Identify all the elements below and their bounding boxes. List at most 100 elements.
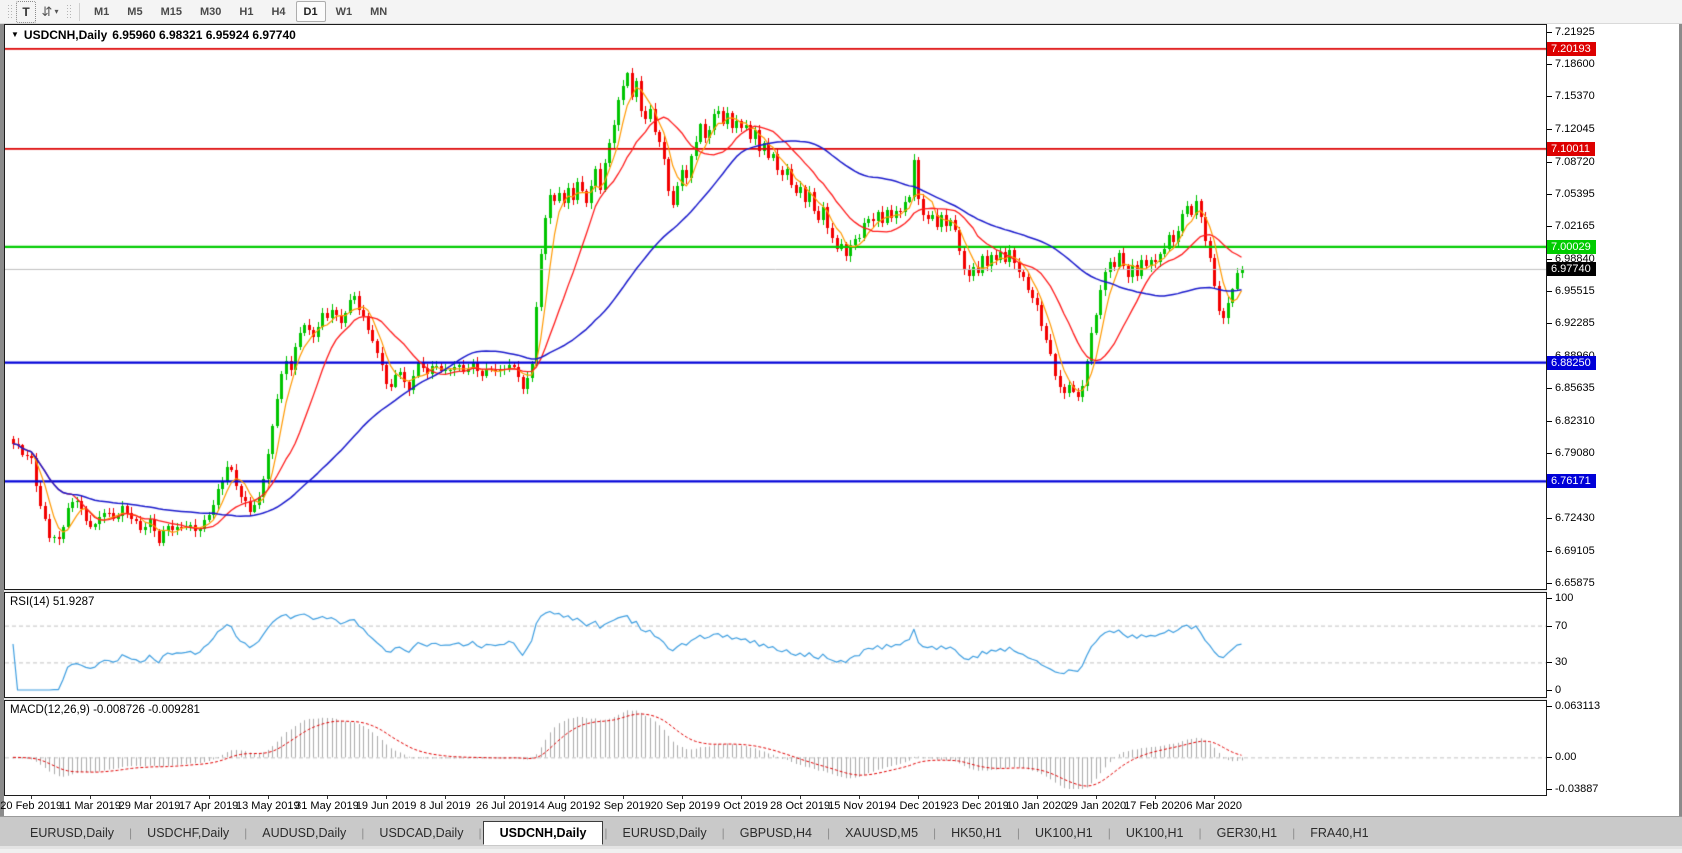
timeframe-button-group: M1 M5 M15 M30 H1 H4 D1 W1 MN bbox=[85, 1, 396, 22]
price-axis-label: 7.15370 bbox=[1555, 90, 1595, 103]
cycle-arrows-icon: ⇵ bbox=[41, 4, 53, 19]
time-axis-tick bbox=[267, 796, 269, 799]
price-axis-tick bbox=[1547, 323, 1552, 324]
rsi-label: RSI(14) 51.9287 bbox=[10, 596, 95, 608]
time-axis-tick bbox=[445, 796, 447, 799]
macd-label: MACD(12,26,9) -0.008726 -0.009281 bbox=[10, 704, 200, 716]
price-axis-tick bbox=[1547, 162, 1552, 163]
price-axis-label: 0.00 bbox=[1555, 751, 1577, 764]
price-axis-label: 6.79080 bbox=[1555, 446, 1595, 459]
time-axis-tick bbox=[326, 796, 328, 799]
chart-tab-uk100-h1[interactable]: UK100,H1 bbox=[1125, 826, 1184, 840]
time-axis-tick bbox=[1095, 796, 1097, 799]
chart-tab-eurusd-daily[interactable]: EURUSD,Daily bbox=[30, 826, 115, 840]
price-axis-tick bbox=[1547, 453, 1552, 454]
price-axis-tick bbox=[1547, 598, 1552, 599]
chart-tab-usdcnh-daily[interactable]: USDCNH,Daily bbox=[482, 821, 604, 845]
rsi-chart-canvas[interactable] bbox=[5, 593, 1546, 697]
time-axis-tick bbox=[741, 796, 742, 799]
chart-tab-eurusd-daily[interactable]: EURUSD,Daily bbox=[622, 826, 707, 840]
macd-chart-canvas[interactable] bbox=[5, 701, 1546, 795]
timeframe-button-m15[interactable]: M15 bbox=[160, 5, 182, 18]
chart-tab-hk50-h1[interactable]: HK50,H1 bbox=[951, 826, 1002, 840]
time-axis-tick bbox=[386, 796, 388, 799]
chart-tab-ger30-h1[interactable]: GER30,H1 bbox=[1216, 826, 1278, 840]
price-axis-label: 100 bbox=[1555, 592, 1574, 604]
price-axis-label: 70 bbox=[1555, 619, 1568, 632]
toolbar-grip[interactable] bbox=[7, 3, 12, 20]
time-axis-label: 15 Nov 2019 bbox=[828, 800, 891, 812]
chart-tab-fra40-h1[interactable]: FRA40,H1 bbox=[1310, 826, 1369, 840]
time-axis-tick bbox=[149, 796, 151, 799]
timeframe-button-mn[interactable]: MN bbox=[370, 5, 388, 18]
price-axis-tick bbox=[1547, 551, 1552, 552]
price-axis-tick bbox=[1547, 662, 1552, 663]
price-axis-tick bbox=[1547, 226, 1552, 227]
time-axis-label: 8 Jul 2019 bbox=[419, 800, 471, 812]
price-axis-tick bbox=[1547, 96, 1552, 97]
rsi-pane[interactable]: RSI(14) 51.9287 bbox=[4, 592, 1547, 698]
price-axis-label: 7.18600 bbox=[1555, 58, 1595, 71]
price-axis-label: 6.72430 bbox=[1555, 512, 1595, 525]
time-axis-label: 20 Sep 2019 bbox=[650, 800, 714, 812]
tab-separator: | bbox=[361, 826, 365, 840]
candlestick-chart-canvas[interactable] bbox=[5, 25, 1546, 589]
price-axis-tick bbox=[1547, 706, 1552, 707]
chart-tab-uk100-h1[interactable]: UK100,H1 bbox=[1035, 826, 1093, 840]
cycle-arrows-button[interactable]: ⇵ ▾ bbox=[38, 1, 62, 23]
chart-workspace: ▼ USDCNH,Daily 6.95960 6.98321 6.95924 6… bbox=[0, 24, 1682, 816]
price-axis-tick bbox=[1547, 291, 1552, 292]
toolbar-grip[interactable] bbox=[66, 3, 71, 20]
time-axis-tick bbox=[859, 796, 861, 799]
timeframe-button-m1[interactable]: M1 bbox=[94, 5, 110, 18]
tab-separator: | bbox=[478, 826, 482, 840]
hline-price-badge: 7.10011 bbox=[1547, 141, 1595, 156]
time-axis-label: 19 Jun 2019 bbox=[355, 800, 417, 812]
tab-separator: | bbox=[1107, 826, 1111, 840]
price-axis-label: 6.69105 bbox=[1555, 544, 1595, 557]
timeframe-button-w1[interactable]: W1 bbox=[335, 5, 353, 18]
time-axis[interactable]: 20 Feb 2019 11 Mar 2019 29 Mar 2019 17 Apr … bbox=[0, 796, 1547, 816]
time-axis-label: 17 Feb 2020 bbox=[1124, 800, 1186, 812]
current-price-badge: 6.97740 bbox=[1547, 262, 1596, 277]
timeframe-button-h1[interactable]: H1 bbox=[239, 5, 254, 18]
time-axis-label: 29 Mar 2019 bbox=[118, 800, 181, 812]
toolbar-separator bbox=[79, 2, 80, 21]
price-axis-tick bbox=[1547, 194, 1552, 195]
timeframe-button-m30[interactable]: M30 bbox=[199, 5, 222, 18]
price-axis-label: 6.85635 bbox=[1555, 382, 1595, 395]
time-axis-tick bbox=[1214, 796, 1216, 799]
macd-pane[interactable]: MACD(12,26,9) -0.008726 -0.009281 bbox=[4, 700, 1547, 796]
timeframe-button-d1[interactable]: D1 bbox=[295, 1, 326, 22]
time-axis-label: 11 Mar 2019 bbox=[59, 800, 121, 812]
time-axis-label: 29 Jan 2020 bbox=[1065, 800, 1127, 812]
text-tool-button[interactable]: T bbox=[16, 0, 36, 23]
price-axis-tick bbox=[1547, 64, 1552, 65]
price-axis-label: 7.21925 bbox=[1555, 25, 1595, 38]
chart-menu-icon[interactable]: ▼ bbox=[11, 29, 19, 39]
chart-tab-usdcad-daily[interactable]: USDCAD,Daily bbox=[379, 826, 464, 840]
chart-tab-xauusd-m5[interactable]: XAUUSD,M5 bbox=[845, 826, 919, 840]
time-axis-label: 17 Apr 2019 bbox=[178, 800, 239, 812]
timeframe-button-m5[interactable]: M5 bbox=[127, 5, 143, 18]
chart-tab-gbpusd-h4[interactable]: GBPUSD,H4 bbox=[739, 826, 812, 840]
price-axis-label: 6.98840 bbox=[1555, 252, 1595, 265]
tab-separator: | bbox=[933, 826, 937, 840]
price-axis-tick bbox=[1547, 757, 1552, 758]
price-axis-tick bbox=[1547, 690, 1552, 691]
chart-symbol-period: USDCNH,Daily bbox=[23, 28, 108, 42]
price-axis[interactable]: 7.21925 7.18600 7.15370 7.12045 7.08720 7.053… bbox=[1547, 24, 1679, 816]
price-pane[interactable]: ▼ USDCNH,Daily 6.95960 6.98321 6.95924 6… bbox=[4, 24, 1547, 590]
time-axis-tick bbox=[90, 796, 92, 799]
time-axis-label: 23 Dec 2019 bbox=[946, 800, 1009, 812]
price-axis-label: 0.063113 bbox=[1555, 700, 1601, 712]
chart-tab-usdchf-daily[interactable]: USDCHF,Daily bbox=[147, 826, 230, 840]
time-axis-label: 2 Sep 2019 bbox=[594, 800, 651, 812]
chart-tab-audusd-daily[interactable]: AUDUSD,Daily bbox=[262, 826, 347, 840]
timeframe-button-h4[interactable]: H4 bbox=[271, 5, 286, 18]
tab-separator: | bbox=[1292, 826, 1296, 840]
time-axis-tick bbox=[208, 796, 210, 799]
hline-price-badge: 6.76171 bbox=[1547, 474, 1596, 489]
time-axis-tick bbox=[1155, 796, 1157, 799]
price-axis-label: 30 bbox=[1555, 656, 1568, 669]
